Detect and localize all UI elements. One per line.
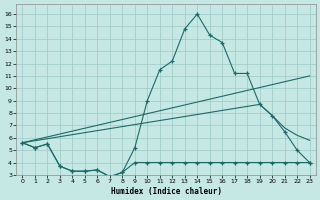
X-axis label: Humidex (Indice chaleur): Humidex (Indice chaleur)	[110, 187, 221, 196]
